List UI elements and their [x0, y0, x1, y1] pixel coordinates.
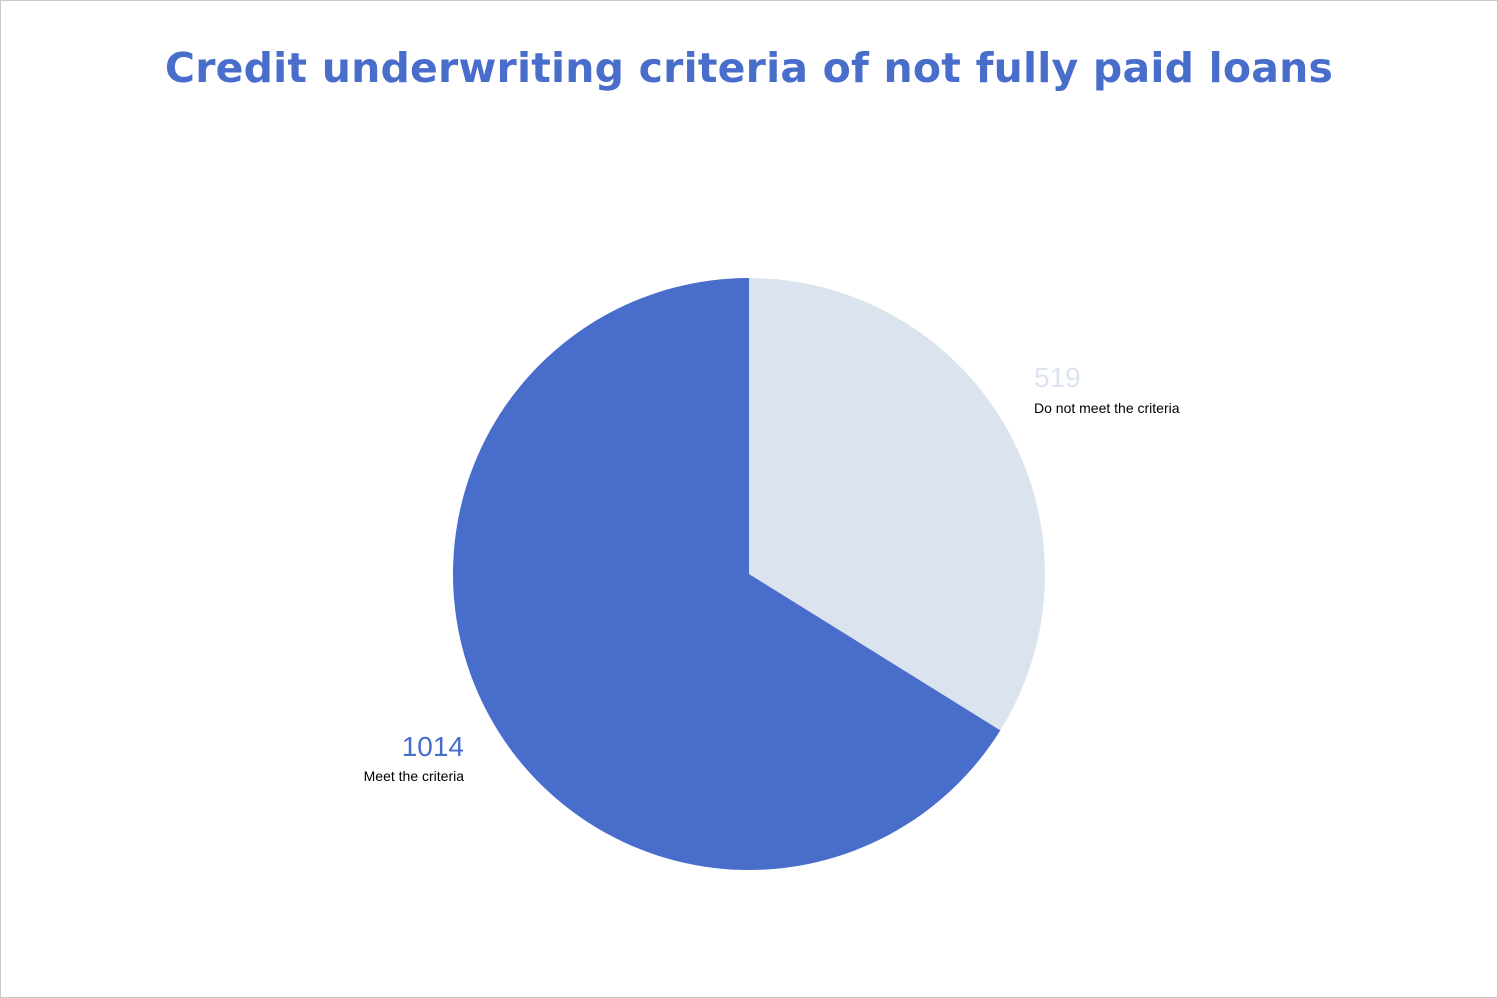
chart-title: Credit underwriting criteria of not full…: [164, 44, 1334, 92]
pie-slices: [453, 278, 1045, 871]
slice-category-label: Do not meet the criteria: [1034, 400, 1180, 416]
slice-category-label: Meet the criteria: [364, 768, 465, 784]
slice-value-label: 519: [1034, 362, 1081, 393]
pie-labels: 519 Do not meet the criteria 1014 Meet the …: [364, 362, 1180, 784]
pie-slice-do-not-meet-the-criteria: [749, 278, 1045, 731]
slice-value-label: 1014: [402, 731, 464, 762]
pie-slice-meet-the-criteria: [453, 278, 1001, 871]
